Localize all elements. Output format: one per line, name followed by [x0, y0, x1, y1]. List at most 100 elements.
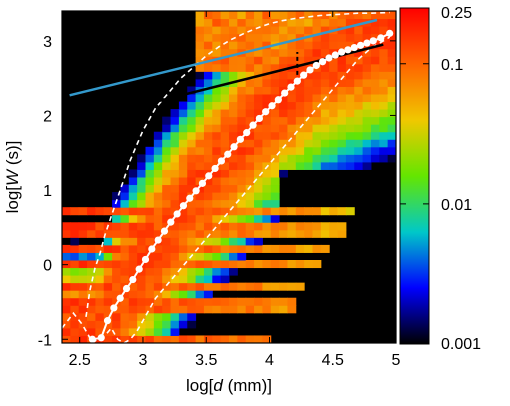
heatmap-cell [270, 154, 280, 163]
heatmap-cell [320, 244, 330, 253]
heatmap-cell [229, 18, 238, 27]
heatmap-cell [128, 244, 138, 253]
heatmap-cell [362, 154, 372, 163]
heatmap-cell [153, 214, 163, 223]
heatmap-cell [295, 101, 305, 110]
heatmap-cell [304, 86, 313, 95]
heatmap-cell [195, 252, 205, 261]
heatmap-cell [187, 139, 197, 148]
heatmap-cell [237, 71, 247, 80]
heatmap-cell [212, 244, 222, 253]
heatmap-cell [354, 71, 364, 80]
heatmap-cell [329, 116, 339, 125]
heatmap-cell [320, 78, 330, 87]
heatmap-cell [379, 146, 389, 155]
heatmap-cell [370, 56, 380, 65]
heatmap-cell [304, 207, 313, 216]
heatmap-cell [295, 116, 305, 125]
heatmap-cell [87, 207, 96, 216]
heatmap-cell [112, 199, 121, 208]
heatmap-cell [337, 229, 347, 238]
heatmap-cell [262, 48, 272, 57]
heatmap-cell [220, 33, 230, 42]
heatmap-cell [70, 282, 80, 291]
heatmap-cell [103, 267, 113, 276]
heatmap-cell [120, 252, 130, 261]
heatmap-cell [229, 184, 238, 193]
heatmap-cell [320, 26, 330, 35]
heatmap-cell [237, 305, 247, 314]
heatmap-cell [245, 305, 255, 314]
heatmap-cell [279, 169, 288, 178]
heatmap-cell [337, 78, 347, 87]
heatmap-cell [295, 86, 305, 95]
heatmap-cell [379, 154, 389, 163]
heatmap-cell [354, 109, 364, 118]
heatmap-cell [87, 290, 96, 299]
heatmap-cell [320, 146, 330, 155]
heatmap-cell [237, 184, 247, 193]
heatmap-cell [320, 139, 330, 148]
heatmap-cell [153, 222, 163, 231]
heatmap-cell [320, 48, 330, 57]
heatmap-cell [270, 48, 280, 57]
heatmap-cell [112, 282, 121, 291]
heatmap-cell [312, 94, 322, 103]
heatmap-cell [195, 244, 205, 253]
heatmap-cell [304, 18, 313, 27]
heatmap-cell [203, 94, 213, 103]
heatmap-cell [220, 11, 230, 20]
heatmap-cell [145, 199, 155, 208]
heatmap-cell [120, 320, 130, 329]
heatmap-cell [153, 229, 163, 238]
heatmap-cell [137, 169, 146, 178]
heatmap-cell [203, 26, 213, 35]
heatmap-cell [95, 275, 105, 284]
heatmap-cell [304, 48, 313, 57]
heatmap-cell [229, 229, 238, 238]
heatmap-cell [295, 41, 305, 50]
heatmap-cell [220, 116, 230, 125]
heatmap-cell [254, 18, 263, 27]
heatmap-cell [128, 252, 138, 261]
heatmap-cell [212, 297, 222, 306]
heatmap-cell [370, 154, 380, 163]
heatmap-cell [262, 63, 272, 72]
heatmap-cell [254, 94, 263, 103]
heatmap-cell [370, 63, 380, 72]
heatmap-cell [203, 335, 213, 343]
heatmap-cells [62, 11, 396, 343]
heatmap-cell [103, 260, 113, 269]
heatmap-cell [212, 252, 222, 261]
heatmap-cell [287, 101, 297, 110]
heatmap-cell [145, 335, 155, 343]
heatmap-cell [112, 267, 121, 276]
heatmap-cell [229, 267, 238, 276]
heatmap-cell [195, 154, 205, 163]
heatmap-cell [245, 11, 255, 20]
heatmap-cell [329, 207, 339, 216]
heatmap-cell [387, 33, 396, 42]
heatmap-cell [128, 260, 138, 269]
heatmap-cell [195, 214, 205, 223]
heatmap-cell [229, 63, 238, 72]
heatmap-cell [203, 18, 213, 27]
heatmap-cell [162, 312, 172, 321]
heatmap-cell [128, 169, 138, 178]
heatmap-cell [203, 139, 213, 148]
heatmap-cell [153, 282, 163, 291]
heatmap-cell [379, 86, 389, 95]
heatmap-cell [287, 282, 297, 291]
heatmap-cell [187, 184, 197, 193]
heatmap-cell [70, 297, 80, 306]
heatmap-cell [362, 48, 372, 57]
heatmap-cell [162, 161, 172, 170]
heatmap-cell [370, 94, 380, 103]
median-point [386, 29, 394, 37]
heatmap-cell [195, 335, 205, 343]
heatmap-cell [362, 101, 372, 110]
heatmap-cell [78, 252, 88, 261]
heatmap-cell [379, 94, 389, 103]
median-point [141, 255, 150, 264]
heatmap-cell [345, 139, 355, 148]
